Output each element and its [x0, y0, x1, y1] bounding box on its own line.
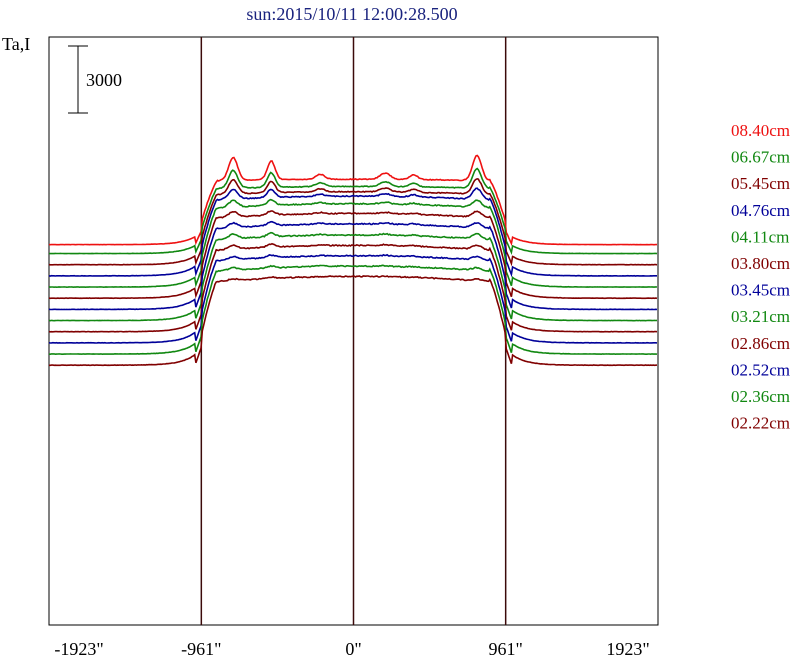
series-line	[48, 242, 658, 333]
series-line	[48, 198, 658, 289]
x-tick-label: 0"	[345, 639, 361, 659]
series-line	[48, 210, 658, 300]
x-tick-label: 961"	[488, 639, 522, 659]
series-line	[48, 220, 658, 311]
scale-bar-label: 3000	[86, 70, 122, 90]
series-line	[48, 177, 658, 267]
x-tick-label: -1923"	[54, 639, 103, 659]
legend-entry: 03.80cm	[731, 254, 790, 273]
legend-entry: 05.45cm	[731, 174, 790, 193]
legend-entry: 03.45cm	[731, 281, 790, 300]
legend: 08.40cm 06.67cm 05.45cm 04.76cm 04.11cm 03.80…	[731, 121, 790, 433]
legend-entry: 06.67cm	[731, 148, 790, 167]
x-axis-ticks: -1923" -961" 0" 961" 1923"	[54, 639, 649, 659]
chart-title: sun:2015/10/11 12:00:28.500	[246, 4, 457, 24]
series-line	[48, 154, 658, 247]
series-line	[48, 231, 658, 322]
legend-entry: 02.86cm	[731, 334, 790, 353]
reference-lines	[200, 37, 507, 625]
series-line	[48, 187, 657, 278]
legend-entry: 04.11cm	[731, 227, 789, 246]
legend-entry: 02.36cm	[731, 387, 790, 406]
legend-entry: 04.76cm	[731, 201, 790, 220]
y-axis-label: Ta,I	[2, 34, 30, 54]
legend-entry: 02.22cm	[731, 414, 790, 433]
series-line	[49, 275, 658, 367]
legend-entry: 02.52cm	[731, 360, 790, 379]
series-line	[48, 253, 658, 344]
x-tick-label: -961"	[181, 639, 221, 659]
series-line	[49, 264, 658, 356]
series-group	[48, 154, 658, 367]
legend-entry: 03.21cm	[731, 307, 790, 326]
series-line	[48, 167, 658, 255]
x-tick-label: 1923"	[606, 639, 649, 659]
legend-entry: 08.40cm	[731, 121, 790, 140]
scale-bar: 3000	[68, 45, 122, 114]
